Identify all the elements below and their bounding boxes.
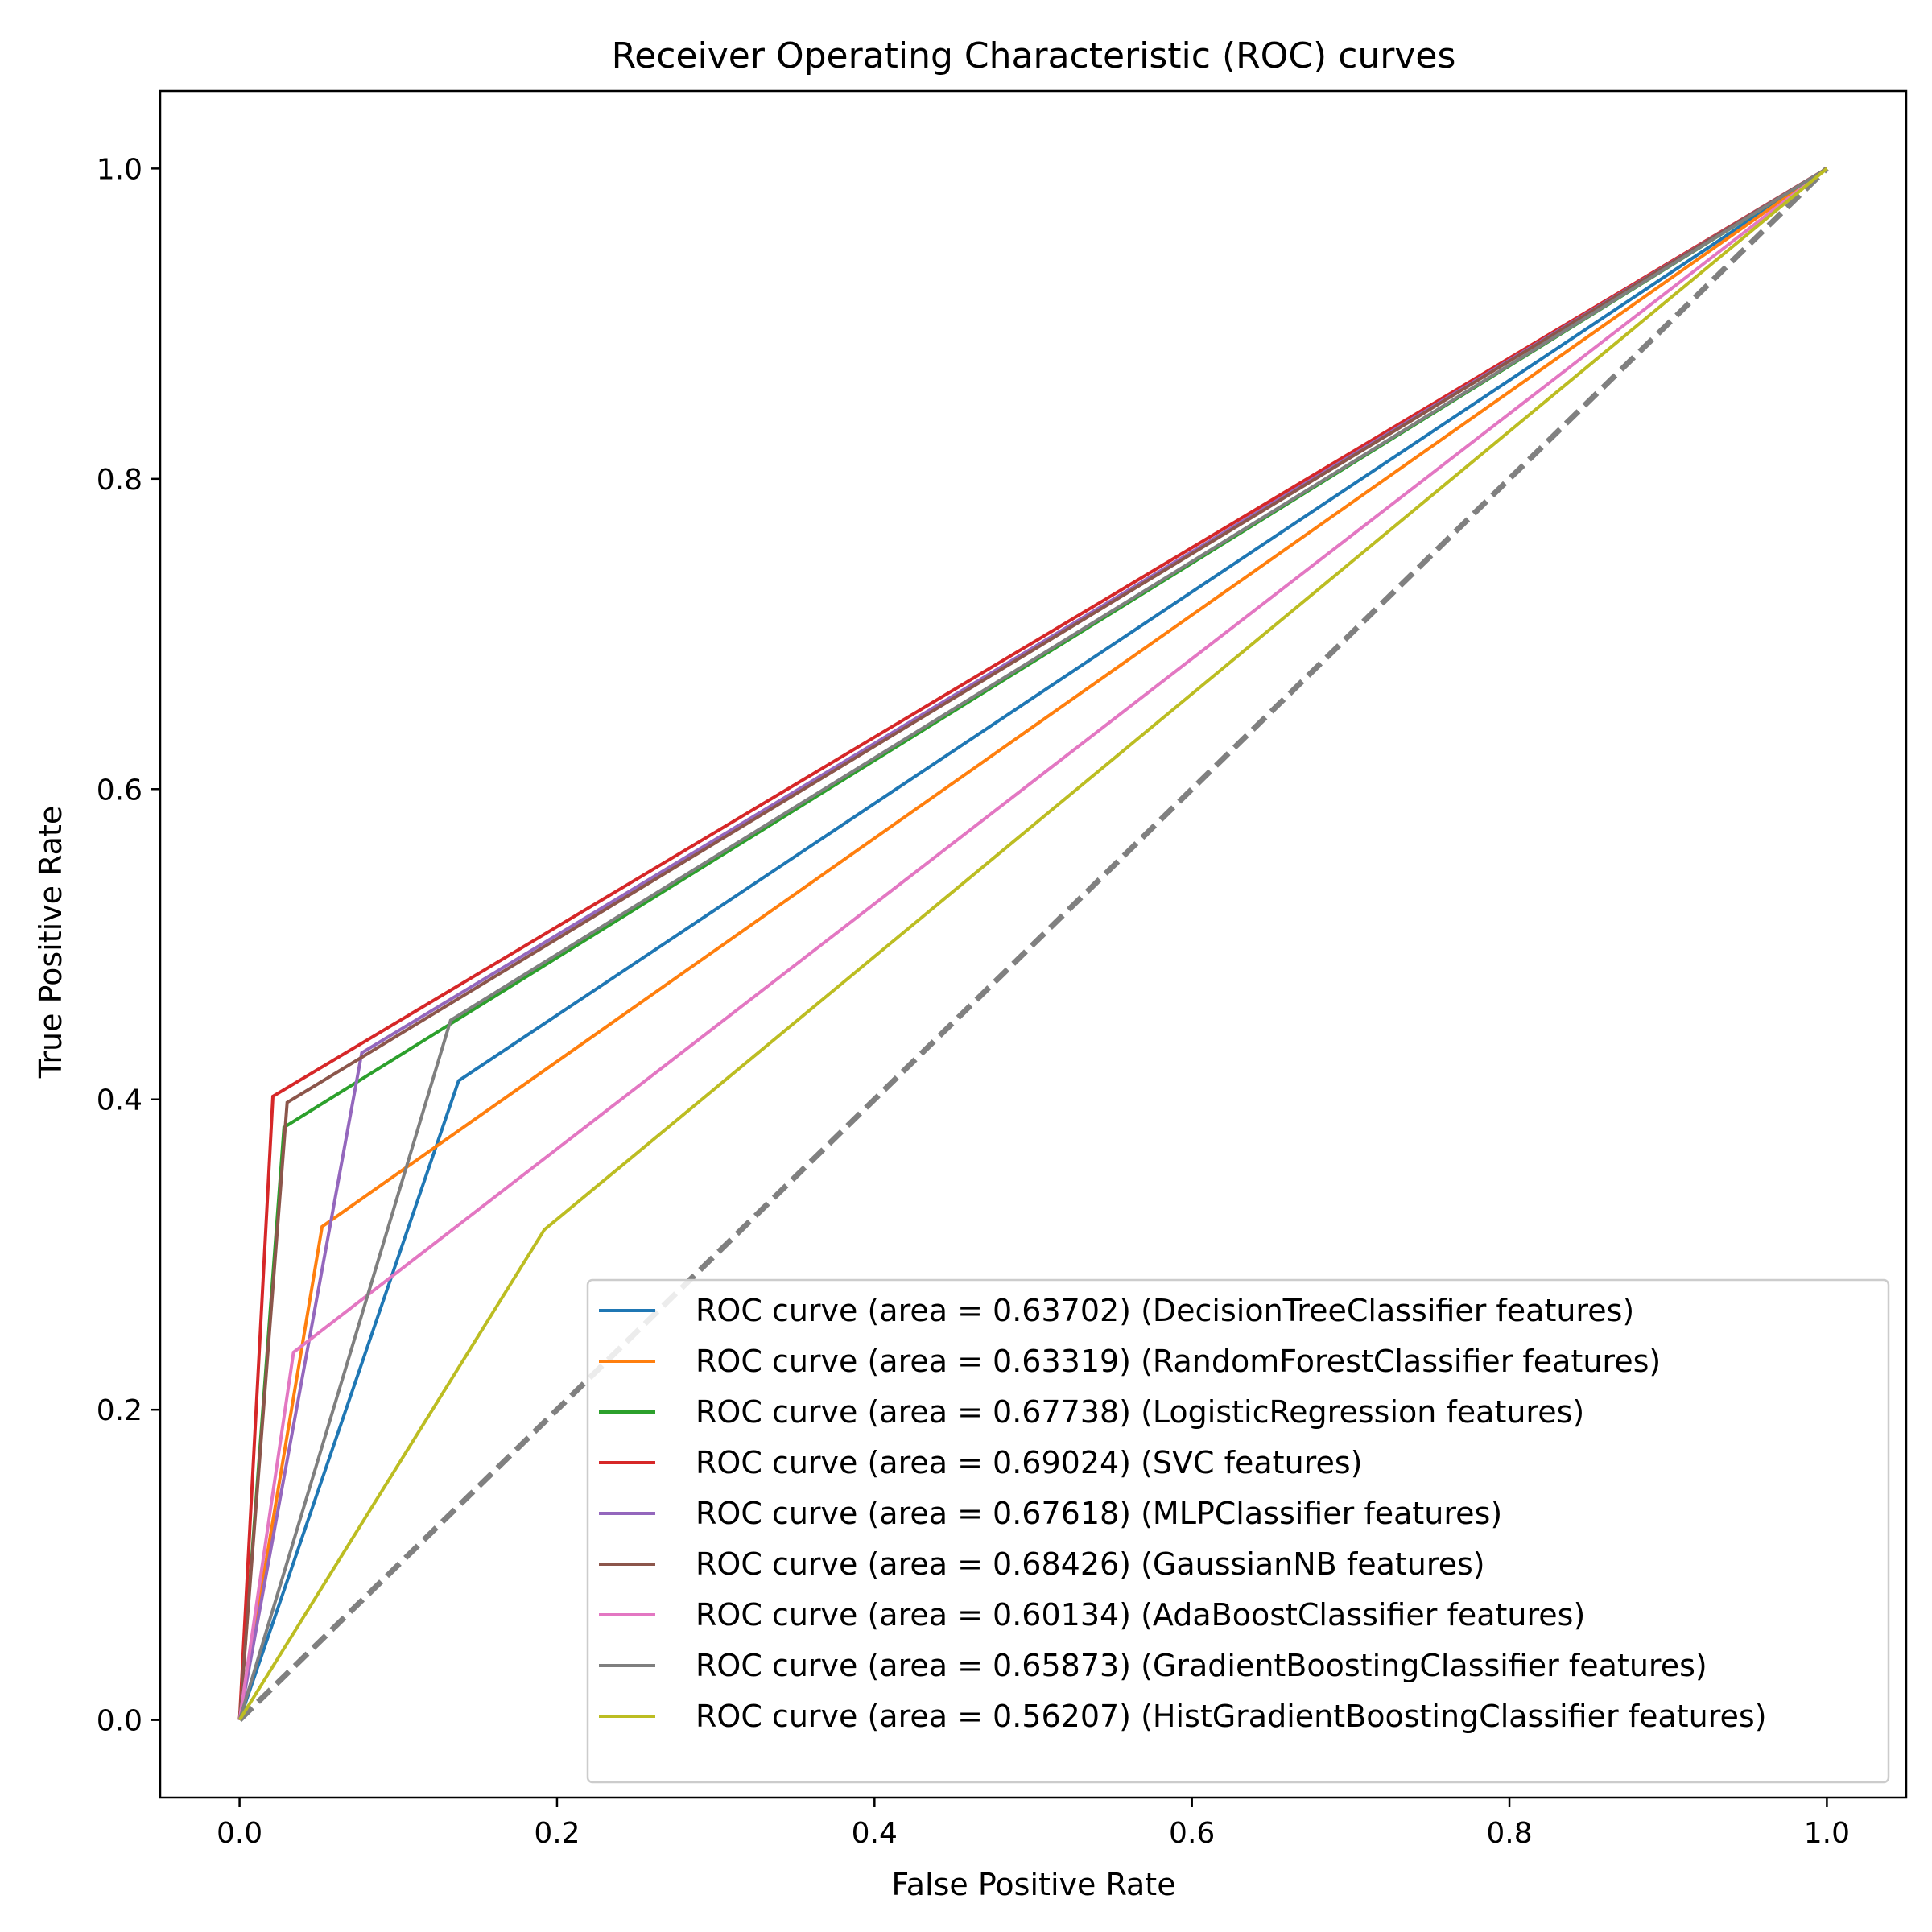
legend: ROC curve (area = 0.63702) (DecisionTree… <box>586 1278 1890 1784</box>
axes: 0.0 0.2 0.4 0.6 0.8 1.0 0.0 0.2 0.4 0.6 0.8 1.0 <box>97 89 1908 1850</box>
y-tick-label: 1.0 <box>97 153 142 186</box>
series-line-1 <box>237 167 1828 1721</box>
x-tick-label: 0.4 <box>852 1817 898 1850</box>
y-axis-label: True Positive Rate <box>33 806 68 1080</box>
y-tick-label: 0.0 <box>97 1705 142 1738</box>
legend-label-1: ROC curve (area = 0.63702) (DecisionTree… <box>696 1293 1634 1328</box>
plot-frame <box>159 89 1908 1799</box>
series-line-9 <box>237 167 1828 1721</box>
chance-diagonal-line <box>237 166 1829 1723</box>
legend-label-7: ROC curve (area = 0.60134) (AdaBoostClas… <box>696 1597 1585 1633</box>
legend-label-3: ROC curve (area = 0.67738) (LogisticRegr… <box>696 1394 1584 1430</box>
series-line-4 <box>237 167 1828 1720</box>
x-tick-label: 1.0 <box>1804 1817 1850 1850</box>
series-line-2 <box>237 167 1828 1720</box>
x-axis-label: False Positive Rate <box>891 1867 1175 1902</box>
legend-label-8: ROC curve (area = 0.65873) (GradientBoos… <box>696 1648 1707 1683</box>
y-tick-label: 0.6 <box>97 774 142 807</box>
y-tick-label: 0.4 <box>97 1084 142 1117</box>
plot-area <box>237 166 1829 1723</box>
x-tick-label: 0.0 <box>217 1817 262 1850</box>
legend-label-9: ROC curve (area = 0.56207) (HistGradient… <box>696 1699 1767 1734</box>
legend-label-6: ROC curve (area = 0.68426) (GaussianNB f… <box>696 1546 1485 1582</box>
x-tick-label: 0.2 <box>534 1817 580 1850</box>
x-tick-label: 0.6 <box>1169 1817 1215 1850</box>
legend-label-5: ROC curve (area = 0.67618) (MLPClassifie… <box>696 1496 1502 1531</box>
chart-title: Receiver Operating Characteristic (ROC) … <box>612 35 1456 76</box>
y-tick-label: 0.8 <box>97 464 142 497</box>
legend-box <box>586 1278 1890 1784</box>
legend-label-2: ROC curve (area = 0.63319) (RandomForest… <box>696 1344 1661 1379</box>
x-tick-label: 0.8 <box>1486 1817 1532 1850</box>
series-line-8 <box>237 167 1828 1721</box>
y-tick-label: 0.2 <box>97 1394 142 1427</box>
series-line-6 <box>237 167 1828 1720</box>
series-line-7 <box>237 167 1828 1720</box>
legend-label-4: ROC curve (area = 0.69024) (SVC features… <box>696 1445 1362 1480</box>
